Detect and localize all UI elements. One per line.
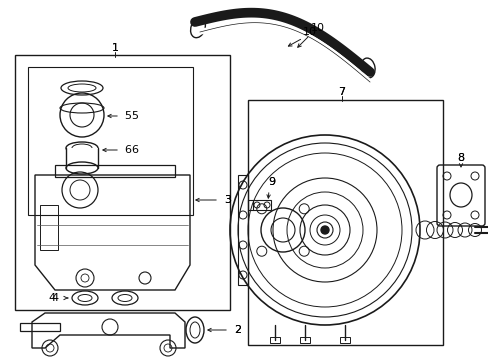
Text: 8: 8 [456,153,464,163]
Bar [28,67,193,215]
Text: 5: 5 [131,111,138,121]
Circle shape [320,226,328,234]
Text: 5: 5 [124,111,131,121]
Text: 1: 1 [111,43,118,53]
Bar [269,337,280,343]
Text: 2: 2 [234,325,241,335]
Text: 4: 4 [51,293,59,303]
Text: 2: 2 [234,325,241,335]
Text: 7: 7 [338,87,345,97]
Bar [299,337,309,343]
Text: 9: 9 [268,177,275,187]
Text: 9: 9 [268,177,275,187]
Text: 4: 4 [48,293,56,303]
Bar [247,100,442,345]
Bar [252,200,270,210]
Text: 3: 3 [224,195,231,205]
Text: 8: 8 [456,153,464,163]
Text: 6: 6 [131,145,138,155]
Text: 10: 10 [310,23,325,33]
Bar [66,148,98,168]
Bar [55,165,175,177]
Text: 3: 3 [224,195,231,205]
Bar [20,323,60,331]
Bar [339,337,349,343]
Text: 6: 6 [124,145,131,155]
Text: 10: 10 [303,27,316,37]
Text: 7: 7 [338,87,345,97]
Text: 1: 1 [111,43,118,53]
Bar [40,205,58,250]
Bar [15,55,229,310]
